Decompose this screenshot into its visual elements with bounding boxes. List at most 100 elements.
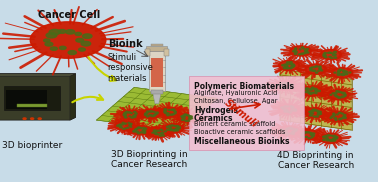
- Circle shape: [332, 138, 335, 140]
- Circle shape: [313, 67, 315, 68]
- Bar: [151, 58, 163, 87]
- Circle shape: [305, 132, 308, 133]
- Circle shape: [164, 131, 166, 132]
- Circle shape: [285, 87, 287, 88]
- Circle shape: [312, 70, 314, 71]
- Circle shape: [333, 113, 335, 114]
- Circle shape: [294, 49, 296, 50]
- Circle shape: [335, 54, 336, 55]
- Circle shape: [288, 84, 291, 85]
- Circle shape: [329, 139, 332, 141]
- Circle shape: [279, 84, 281, 85]
- Circle shape: [176, 130, 178, 131]
- Circle shape: [345, 73, 348, 75]
- Circle shape: [143, 127, 144, 128]
- Circle shape: [309, 111, 311, 112]
- Circle shape: [341, 96, 344, 98]
- Circle shape: [134, 116, 136, 118]
- Circle shape: [309, 93, 312, 94]
- Circle shape: [342, 71, 346, 72]
- Circle shape: [294, 109, 296, 110]
- Circle shape: [305, 108, 326, 118]
- Circle shape: [46, 33, 57, 38]
- Circle shape: [331, 135, 333, 136]
- Circle shape: [294, 51, 297, 53]
- Circle shape: [336, 96, 339, 97]
- Circle shape: [311, 137, 313, 138]
- Circle shape: [289, 112, 291, 113]
- Circle shape: [338, 112, 341, 114]
- Circle shape: [282, 86, 284, 87]
- Circle shape: [310, 134, 313, 135]
- Circle shape: [324, 57, 327, 58]
- Circle shape: [171, 125, 174, 126]
- Circle shape: [153, 111, 155, 112]
- Circle shape: [287, 111, 289, 112]
- Circle shape: [161, 130, 163, 131]
- Circle shape: [328, 111, 349, 122]
- Circle shape: [330, 117, 332, 118]
- Circle shape: [341, 118, 343, 119]
- Circle shape: [324, 52, 326, 54]
- Circle shape: [81, 41, 91, 46]
- Polygon shape: [0, 74, 76, 76]
- Circle shape: [338, 91, 341, 92]
- Circle shape: [334, 72, 336, 73]
- Circle shape: [343, 116, 345, 117]
- Text: Bioink: Bioink: [108, 39, 143, 49]
- Circle shape: [279, 104, 300, 114]
- Circle shape: [309, 115, 313, 116]
- Circle shape: [332, 93, 334, 94]
- Text: Bionert ceramic scaffold: Bionert ceramic scaffold: [194, 121, 275, 127]
- Circle shape: [136, 131, 139, 132]
- Circle shape: [160, 129, 162, 130]
- Text: Cancer Cell: Cancer Cell: [38, 10, 100, 19]
- Circle shape: [120, 127, 122, 128]
- Circle shape: [317, 90, 320, 92]
- Circle shape: [323, 136, 326, 138]
- Circle shape: [342, 74, 345, 76]
- Text: Hydrogels: Hydrogels: [194, 106, 238, 115]
- Circle shape: [301, 86, 322, 96]
- Circle shape: [291, 84, 294, 86]
- Circle shape: [166, 129, 169, 130]
- Circle shape: [301, 53, 304, 55]
- Circle shape: [164, 112, 166, 113]
- Circle shape: [276, 85, 279, 86]
- Text: Ceramics: Ceramics: [194, 114, 233, 122]
- Circle shape: [119, 126, 121, 127]
- Circle shape: [149, 128, 169, 138]
- Circle shape: [326, 139, 329, 141]
- Circle shape: [323, 55, 326, 57]
- Circle shape: [307, 52, 309, 53]
- Circle shape: [332, 68, 353, 78]
- Circle shape: [292, 66, 294, 67]
- Circle shape: [299, 49, 301, 50]
- Polygon shape: [152, 91, 161, 104]
- Circle shape: [330, 140, 333, 141]
- Circle shape: [312, 109, 316, 111]
- Circle shape: [317, 114, 319, 115]
- Circle shape: [283, 87, 285, 88]
- Circle shape: [316, 116, 318, 117]
- Circle shape: [128, 112, 131, 113]
- Circle shape: [122, 124, 124, 125]
- Circle shape: [152, 116, 154, 117]
- Circle shape: [334, 118, 337, 119]
- Circle shape: [302, 133, 305, 134]
- Circle shape: [144, 128, 147, 129]
- Circle shape: [291, 108, 293, 109]
- Circle shape: [149, 115, 152, 116]
- Circle shape: [339, 118, 341, 120]
- Circle shape: [285, 109, 288, 111]
- Circle shape: [189, 117, 191, 118]
- Circle shape: [184, 114, 187, 115]
- Text: Stimuli: Stimuli: [223, 98, 260, 130]
- Circle shape: [129, 116, 131, 117]
- Circle shape: [121, 110, 140, 119]
- Circle shape: [279, 126, 300, 136]
- Circle shape: [343, 74, 345, 75]
- Circle shape: [45, 42, 53, 46]
- Circle shape: [304, 53, 306, 54]
- Circle shape: [76, 38, 84, 42]
